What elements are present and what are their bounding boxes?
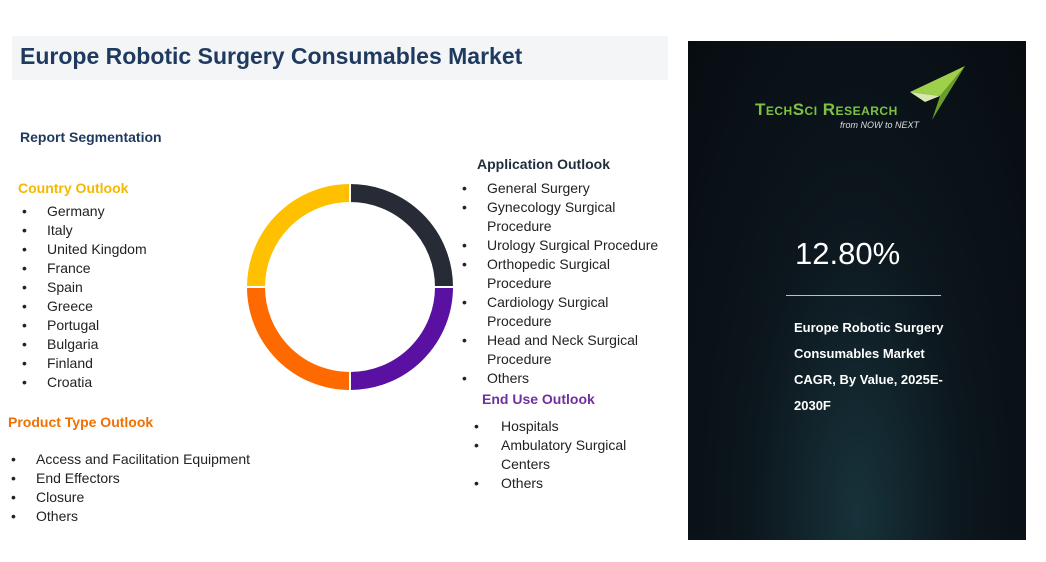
list-item: United Kingdom [22, 240, 147, 259]
list-item: Ambulatory Surgical Centers [474, 436, 651, 474]
list-item: End Effectors [11, 469, 250, 488]
list-item: Gynecology Surgical Procedure [462, 198, 667, 236]
country-list: GermanyItalyUnited KingdomFranceSpainGre… [22, 202, 147, 392]
list-item: Head and Neck Surgical Procedure [462, 331, 667, 369]
list-item: Others [11, 507, 250, 526]
list-item: Cardiology Surgical Procedure [462, 293, 667, 331]
list-item: Others [462, 369, 667, 388]
cagr: 12.80% [795, 236, 901, 271]
list-item: Hospitals [474, 417, 651, 436]
country-heading: Country Outlook [18, 180, 129, 196]
list-item: Portugal [22, 316, 147, 335]
donut-segment [244, 181, 351, 288]
product-list: Access and Facilitation EquipmentEnd Eff… [11, 450, 250, 526]
application-list: General SurgeryGynecology Surgical Proce… [462, 179, 667, 388]
list-item: Italy [22, 221, 147, 240]
enduse-list: HospitalsAmbulatory Surgical CentersOthe… [474, 417, 651, 493]
title: Europe Robotic Surgery Consumables Marke… [20, 43, 523, 69]
list-item: Orthopedic Surgical Procedure [462, 255, 667, 293]
list-item: Finland [22, 354, 147, 373]
brand: TechSci Research [755, 100, 898, 119]
description: Europe Robotic Surgery Consumables Marke… [794, 320, 944, 413]
list-item: Closure [11, 488, 250, 507]
list-item: General Surgery [462, 179, 667, 198]
product-heading: Product Type Outlook [8, 414, 154, 430]
donut [244, 181, 456, 393]
enduse-heading: End Use Outlook [482, 391, 595, 407]
list-item: Spain [22, 278, 147, 297]
list-item: France [22, 259, 147, 278]
list-item: Croatia [22, 373, 147, 392]
list-item: Germany [22, 202, 147, 221]
donut-segment [349, 181, 456, 288]
application-heading: Application Outlook [477, 156, 610, 172]
donut-segment [244, 286, 351, 393]
divider [786, 295, 941, 296]
donut-segment [349, 286, 456, 393]
list-item: Bulgaria [22, 335, 147, 354]
logo-mark [910, 66, 965, 120]
list-item: Others [474, 474, 651, 493]
section-label: Report Segmentation [20, 129, 162, 145]
list-item: Access and Facilitation Equipment [11, 450, 250, 469]
info-panel [688, 41, 1026, 540]
title-box [12, 36, 668, 80]
list-item: Greece [22, 297, 147, 316]
list-item: Urology Surgical Procedure [462, 236, 667, 255]
tagline: from NOW to NEXT [840, 120, 920, 130]
